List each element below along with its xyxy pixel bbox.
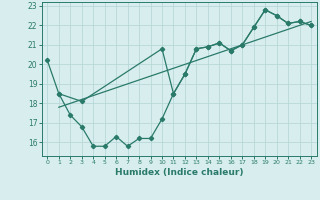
X-axis label: Humidex (Indice chaleur): Humidex (Indice chaleur) <box>115 168 244 177</box>
